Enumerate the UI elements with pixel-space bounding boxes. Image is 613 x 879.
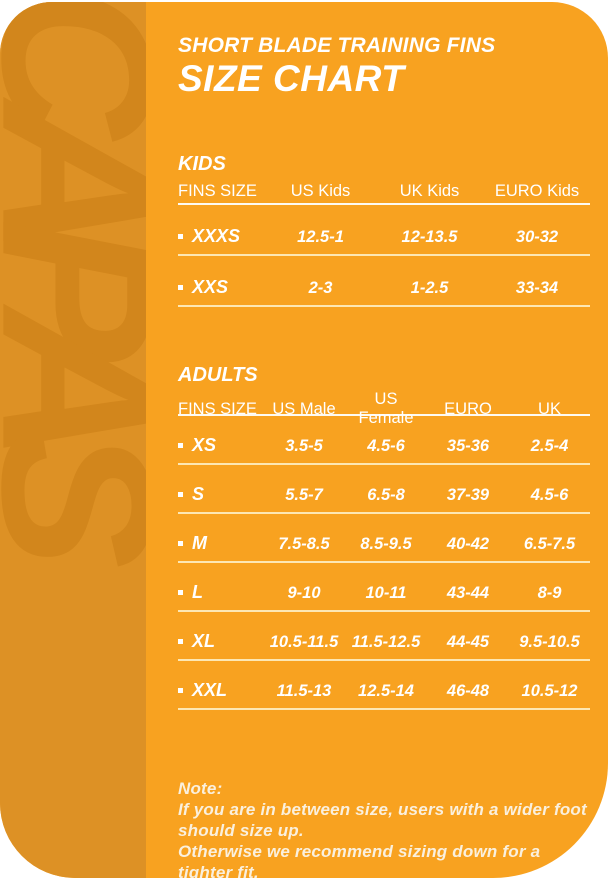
adults-section-heading: ADULTS — [178, 364, 258, 387]
size-label: XXS — [178, 277, 266, 305]
size-value: 2-3 — [308, 279, 333, 298]
size-chart-content: SHORT BLADE TRAINING FINS SIZE CHART KID… — [178, 2, 590, 878]
column-header: US Kids — [290, 181, 351, 200]
size-value: 9.5-10.5 — [519, 633, 580, 652]
size-value: 11.5-13 — [276, 682, 332, 701]
size-value: 10.5-11.5 — [269, 633, 339, 652]
size-value: 4.5-6 — [367, 437, 405, 456]
size-value: 7.5-8.5 — [278, 535, 330, 554]
note-line: should size up. — [178, 821, 304, 841]
sizing-note: Note: If you are in between size, users … — [178, 778, 590, 878]
size-value: 33-34 — [515, 279, 559, 298]
size-value: 12.5-1 — [297, 228, 344, 247]
size-row-xs: XS 3.5-5 4.5-6 35-36 2.5-4 — [178, 416, 590, 466]
size-label: S — [178, 484, 263, 512]
size-value: 6.5-7.5 — [523, 535, 576, 554]
size-value: 8.5-9.5 — [360, 535, 412, 554]
bullet-square-icon — [178, 443, 183, 449]
size-label-text: L — [192, 582, 203, 603]
adults-table-header-row: FINS SIZE US Male US Female EURO UK — [178, 390, 590, 427]
size-row-xxs: XXS 2-3 1-2.5 33-34 — [178, 256, 590, 308]
size-label-text: XXS — [192, 277, 229, 298]
kids-table-header-row: FINS SIZE US Kids UK Kids EURO Kids — [178, 179, 590, 206]
column-header: EURO — [444, 399, 492, 418]
size-value: 4.5-6 — [530, 486, 569, 505]
size-value: 12-13.5 — [401, 228, 458, 247]
column-header: US Male — [272, 399, 336, 418]
size-value: 5.5-7 — [285, 486, 323, 505]
size-value: 30-32 — [515, 228, 559, 247]
bullet-square-icon — [178, 639, 183, 645]
bullet-square-icon — [178, 688, 183, 694]
size-label: XXL — [178, 680, 263, 708]
column-header: FINS SIZE — [178, 181, 257, 200]
kids-section-heading: KIDS — [178, 153, 226, 176]
size-value: 3.5-5 — [285, 437, 323, 456]
size-label-text: M — [192, 533, 207, 554]
note-label: Note: — [178, 779, 223, 799]
size-label: XS — [178, 435, 263, 463]
bullet-square-icon — [178, 285, 183, 291]
size-label-text: XXL — [192, 680, 228, 701]
kids-size-table: FINS SIZE US Kids UK Kids EURO Kids XXXS 12.… — [178, 179, 590, 308]
size-value: 10.5-12 — [521, 682, 578, 701]
column-header: UK — [538, 399, 561, 418]
size-row-xl: XL 10.5-11.5 11.5-12.5 44-45 9.5-10.5 — [178, 612, 590, 662]
size-value: 2.5-4 — [530, 437, 569, 456]
size-label-text: S — [192, 484, 205, 505]
size-label: XL — [178, 631, 263, 659]
size-label-text: XXXS — [192, 226, 241, 247]
size-value: 44-45 — [446, 633, 490, 652]
product-title: SHORT BLADE TRAINING FINS — [178, 34, 496, 57]
size-value: 8-9 — [537, 584, 562, 603]
size-label-text: XL — [192, 631, 216, 652]
size-value: 1-2.5 — [410, 279, 449, 298]
size-label: L — [178, 582, 263, 610]
size-value: 35-36 — [446, 437, 490, 456]
size-row-l: L 9-10 10-11 43-44 8-9 — [178, 563, 590, 613]
size-row-xxl: XXL 11.5-13 12.5-14 46-48 10.5-12 — [178, 661, 590, 711]
size-label: XXXS — [178, 226, 266, 254]
size-row-s: S 5.5-7 6.5-8 37-39 4.5-6 — [178, 465, 590, 515]
note-line: Otherwise we recommend sizing down for a… — [178, 842, 541, 878]
bullet-square-icon — [178, 590, 183, 596]
size-value: 46-48 — [446, 682, 490, 701]
bullet-square-icon — [178, 492, 183, 498]
size-value: 9-10 — [287, 584, 321, 603]
size-row-xxxs: XXXS 12.5-1 12-13.5 30-32 — [178, 205, 590, 257]
size-value: 37-39 — [446, 486, 490, 505]
column-header: FINS SIZE — [178, 399, 257, 418]
size-label: M — [178, 533, 263, 561]
column-header: US Female — [358, 390, 414, 428]
page-title: SIZE CHART — [178, 58, 405, 100]
size-value: 12.5-14 — [358, 682, 414, 701]
size-label-text: XS — [192, 435, 217, 456]
column-header: UK Kids — [399, 181, 460, 200]
size-value: 11.5-12.5 — [351, 633, 421, 652]
size-value: 6.5-8 — [367, 486, 405, 505]
size-value: 43-44 — [446, 584, 490, 603]
brand-watermark-stripe: CAPAS — [0, 2, 146, 878]
size-value: 40-42 — [446, 535, 490, 554]
column-header: EURO Kids — [494, 181, 580, 200]
bullet-square-icon — [178, 234, 183, 240]
note-line: If you are in between size, users with a… — [178, 800, 587, 820]
brand-watermark-text: CAPAS — [0, 2, 146, 531]
bullet-square-icon — [178, 541, 183, 547]
size-value: 10-11 — [365, 584, 407, 603]
size-row-m: M 7.5-8.5 8.5-9.5 40-42 6.5-7.5 — [178, 514, 590, 564]
adults-size-table: FINS SIZE US Male US Female EURO UK XS 3.5-5 4… — [178, 390, 590, 711]
